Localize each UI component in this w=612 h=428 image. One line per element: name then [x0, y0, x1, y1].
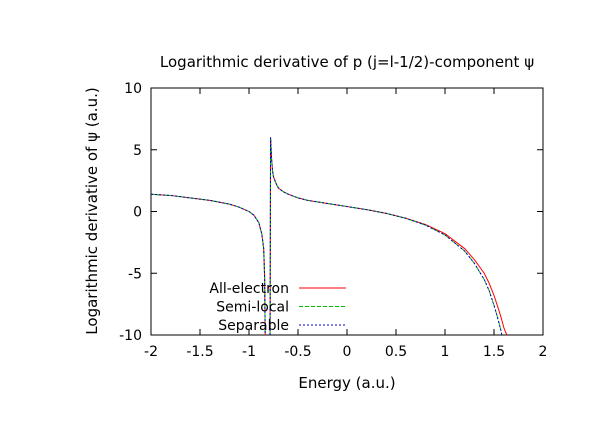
y-tick-label: 10 — [124, 81, 142, 97]
chart-title: Logarithmic derivative of p (j=l-1/2)-co… — [160, 53, 534, 71]
plot-frame — [150, 87, 544, 336]
x-tick-label: 0 — [343, 344, 352, 360]
x-tick-label: 1 — [441, 344, 450, 360]
y-axis-label: Logarithmic derivative of ψ (a.u.) — [83, 87, 101, 334]
x-tick-label: -1 — [242, 344, 256, 360]
y-tick-label: 0 — [133, 205, 142, 221]
axis-ticks — [150, 87, 544, 336]
legend-label-semi-local: Semi-local — [216, 300, 289, 316]
series-line-semi-local — [150, 137, 503, 336]
y-tick-labels: 10 5 0 -5 -10 — [119, 81, 142, 344]
y-tick-label: -10 — [119, 328, 142, 344]
x-tick-label: 0.5 — [385, 344, 407, 360]
x-tick-label: -0.5 — [284, 344, 311, 360]
series-line-all-electron — [150, 137, 508, 336]
series-line-separable — [150, 137, 503, 336]
x-tick-label: 1.5 — [483, 344, 505, 360]
legend-label-all-electron: All-electron — [209, 281, 289, 297]
legend: All-electron Semi-local Separable — [209, 281, 346, 334]
x-tick-label: -2 — [144, 344, 158, 360]
y-tick-label: -5 — [128, 266, 142, 282]
x-axis-label: Energy (a.u.) — [298, 374, 395, 392]
y-tick-label: 5 — [133, 143, 142, 159]
x-tick-label: -1.5 — [186, 344, 213, 360]
x-tick-label: 2 — [539, 344, 548, 360]
x-tick-labels: -2 -1.5 -1 -0.5 0 0.5 1 1.5 2 — [144, 344, 547, 360]
legend-label-separable: Separable — [218, 318, 289, 334]
series-lines — [150, 137, 508, 336]
